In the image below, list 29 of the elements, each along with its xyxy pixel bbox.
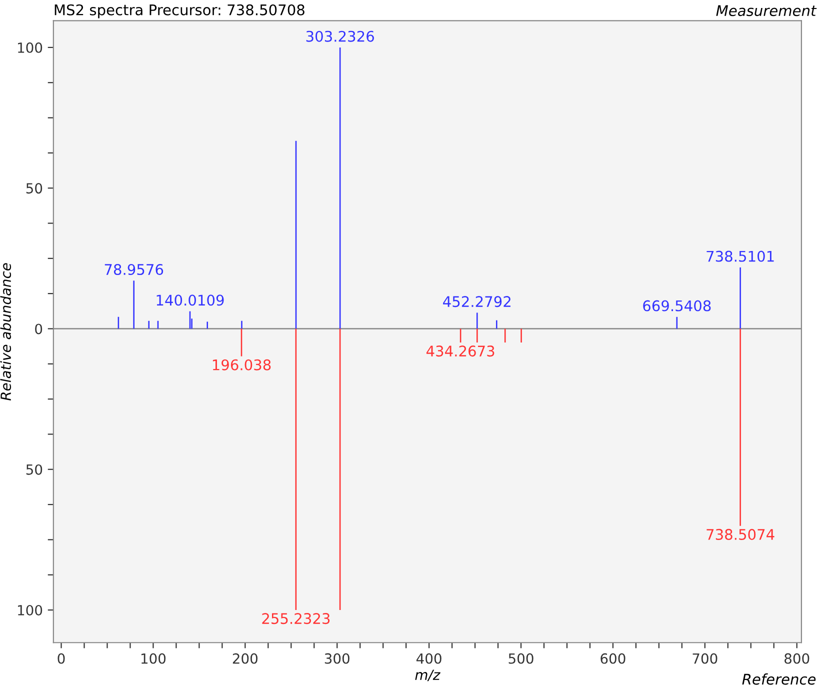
- annotation: 303.2326: [306, 30, 374, 42]
- annotation: 452.2792: [443, 296, 510, 308]
- y-tick-label: 0: [35, 324, 42, 334]
- x-tick-label: 600: [600, 653, 626, 664]
- x-tick-label: 0: [58, 653, 65, 664]
- annotation: 434.2673: [426, 346, 494, 357]
- text: Reference: [742, 673, 816, 685]
- annotation: 78.9576: [104, 264, 164, 276]
- annotation: 196.038: [212, 359, 271, 370]
- text: Measurement: [716, 5, 817, 16]
- annotation: 140.0109: [156, 294, 224, 306]
- y-tick-label: 100: [18, 42, 42, 53]
- annotation: 738.5101: [706, 250, 774, 262]
- x-tick-label: 500: [508, 653, 534, 664]
- x-tick-label: 300: [324, 653, 350, 664]
- annotation: 255.2323: [262, 613, 330, 624]
- y-tick-label: 100: [18, 604, 42, 616]
- x-tick-label: 400: [416, 653, 442, 664]
- x-tick-label: 700: [692, 653, 718, 664]
- y-tick-label: 50: [26, 464, 42, 475]
- chart-title: MS2 spectra Precursor: 738.50708: [54, 4, 304, 18]
- y-tick-label: 50: [26, 183, 42, 194]
- x-axis-title: m/z: [415, 670, 440, 682]
- annotation: 669.5408: [643, 300, 711, 312]
- x-tick-label: 200: [232, 653, 258, 664]
- x-tick-label: 800: [784, 653, 810, 664]
- y-axis-title: Relative abundance: [0, 263, 12, 400]
- x-tick-label: 100: [141, 653, 166, 664]
- annotation: 738.5074: [706, 528, 774, 540]
